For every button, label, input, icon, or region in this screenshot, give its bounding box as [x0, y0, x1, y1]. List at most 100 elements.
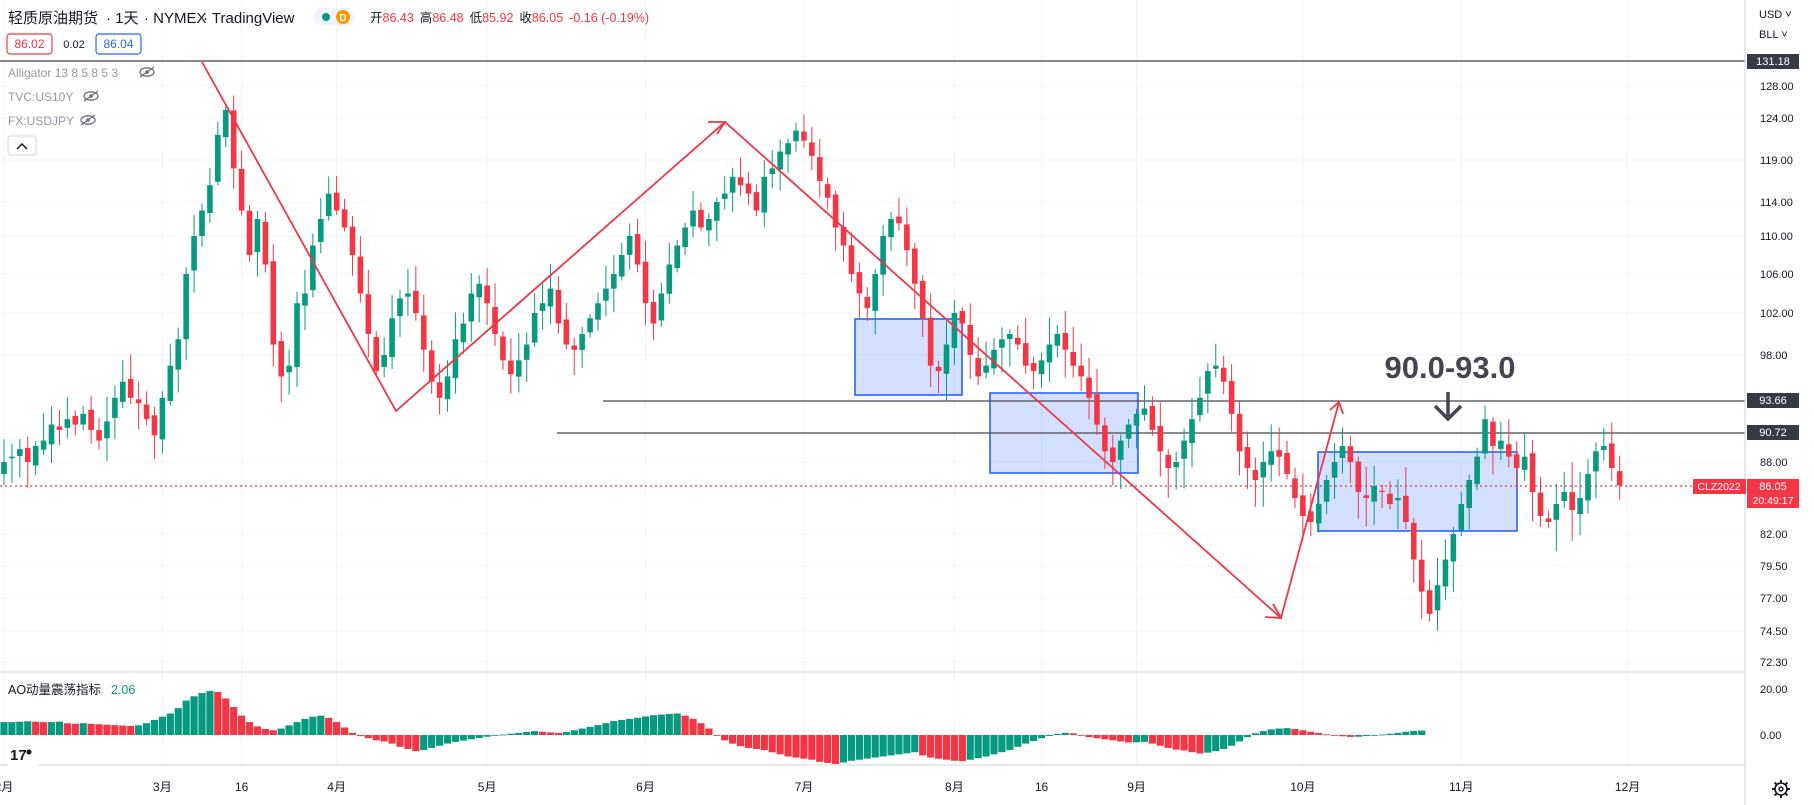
price-tick: 82.00	[1760, 529, 1788, 541]
ao-bar	[340, 727, 349, 735]
ao-bar	[1125, 735, 1133, 743]
candle	[1078, 343, 1084, 391]
candle	[104, 396, 110, 461]
ao-bar	[626, 718, 634, 735]
candle	[816, 139, 823, 198]
ohlc-readout: 开86.43 高86.48 低85.92 收86.05 -0.16 (-0.19%)	[370, 10, 649, 25]
tradingview-logo[interactable]: 17	[6, 742, 40, 766]
ao-bar	[32, 721, 40, 735]
price-tick: 119.00	[1760, 155, 1793, 167]
ao-bar	[1037, 735, 1046, 739]
market-status-badge[interactable]: D	[314, 8, 354, 26]
ao-bar	[1418, 730, 1426, 735]
ao-bar	[713, 735, 721, 736]
candle	[1236, 401, 1243, 476]
candle	[460, 312, 467, 354]
collapse-legend-button[interactable]	[7, 135, 37, 156]
ao-bar	[24, 721, 32, 735]
ao-bar	[451, 735, 460, 742]
ao-bar	[950, 735, 958, 761]
ao-bar	[705, 728, 713, 735]
candle	[1458, 491, 1465, 536]
candle	[1537, 476, 1544, 527]
ao-bar	[467, 735, 475, 740]
ao-bar	[150, 719, 159, 735]
ao-bar	[214, 692, 222, 735]
candle	[864, 287, 871, 322]
candle	[238, 150, 245, 216]
candle	[1529, 440, 1536, 522]
candle	[1513, 441, 1520, 486]
bid-ask-row: 86.02 0.02 86.04	[6, 33, 142, 55]
last-price-tag: 86.05 20:49:17	[1747, 479, 1799, 508]
candle	[991, 338, 997, 375]
candle	[1498, 421, 1504, 461]
candle	[539, 283, 546, 330]
candle	[405, 268, 411, 317]
ao-legend-label[interactable]: AO动量震荡指标	[8, 682, 101, 697]
candle	[848, 232, 855, 282]
ao-bar	[380, 735, 388, 742]
ao-bar	[1228, 735, 1236, 746]
ao-bar	[570, 730, 578, 735]
symbol-title[interactable]: 轻质原油期货	[8, 10, 98, 27]
ao-bar	[879, 735, 887, 757]
interval-label[interactable]: · 1天	[106, 10, 139, 27]
candle	[1569, 462, 1575, 541]
indicator-alligator[interactable]: Alligator 13 8 5 8 5 3	[8, 66, 118, 80]
ao-bar	[744, 735, 753, 748]
indicator-us10y[interactable]: TVC:US10Y	[8, 90, 73, 104]
ao-bar	[1394, 732, 1402, 735]
candle	[761, 159, 768, 227]
eye-hidden-icon[interactable]	[83, 90, 99, 102]
arrow-head-peak	[708, 121, 727, 135]
ao-bar	[71, 723, 79, 735]
candle	[856, 262, 863, 319]
indicator-list: Alligator 13 8 5 8 5 3 TVC:US10Y FX:USDJ…	[7, 66, 155, 156]
candle	[1593, 442, 1599, 499]
candle	[634, 218, 641, 273]
candle	[642, 240, 649, 325]
candle	[824, 177, 831, 210]
candle	[310, 233, 316, 298]
ao-bar	[459, 735, 467, 741]
candle	[555, 276, 562, 334]
ao-bar	[293, 722, 301, 735]
bid-box[interactable]: 86.02	[6, 33, 53, 55]
currency-selector[interactable]: USD ˅	[1759, 9, 1792, 21]
candle	[1450, 526, 1457, 593]
gear-icon[interactable]	[1772, 780, 1790, 798]
time-tick: 6月	[636, 780, 655, 794]
ao-bar	[1323, 734, 1331, 736]
eye-hidden-icon[interactable]	[80, 114, 96, 126]
ao-bar	[974, 735, 982, 759]
source-label: · TradingView	[203, 10, 295, 27]
ask-box[interactable]: 86.04	[95, 33, 142, 55]
ao-bar	[103, 724, 111, 735]
ao-bar	[1030, 735, 1038, 742]
ao-bar	[1148, 735, 1156, 744]
unit-selector[interactable]: BLL ˅	[1759, 29, 1788, 41]
candle	[880, 224, 886, 296]
ao-bar	[1109, 735, 1117, 741]
candle	[1608, 422, 1615, 481]
ao-bar	[966, 735, 974, 760]
ao-bar	[523, 731, 531, 735]
candle	[278, 331, 284, 403]
candle	[318, 198, 324, 254]
ao-bar	[135, 725, 143, 735]
candle	[587, 313, 593, 338]
candle	[151, 406, 158, 460]
price-axis[interactable]: 128.00 124.00 119.00 114.00 110.00 106.00 102.…	[1760, 81, 1794, 669]
ao-bar	[697, 723, 705, 735]
time-axis[interactable]: 2月 3月 16 4月 5月 6月 7月 8月 16 9月 10月 11月 12月	[0, 780, 1640, 794]
ao-bar	[1338, 735, 1347, 737]
target-annotation[interactable]: 90.0-93.0	[1385, 350, 1516, 385]
eye-hidden-icon[interactable]	[139, 66, 155, 78]
price-tick: 74.50	[1760, 626, 1788, 638]
candle	[959, 306, 966, 334]
candle	[1189, 397, 1195, 468]
indicator-usdjpy[interactable]: FX:USDJPY	[8, 114, 74, 128]
candle	[1252, 457, 1259, 507]
